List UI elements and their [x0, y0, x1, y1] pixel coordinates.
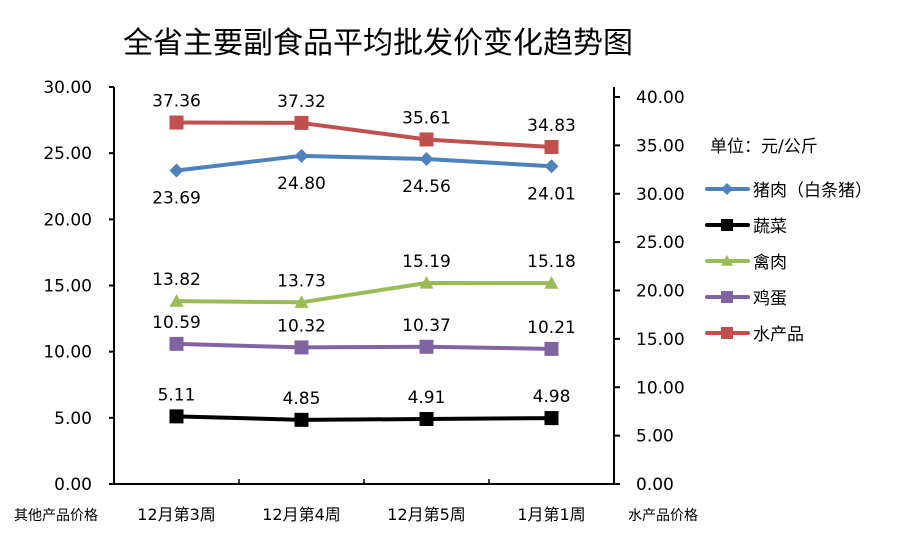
data-point	[294, 295, 309, 308]
series-line	[176, 414, 552, 422]
data-label: 10.59	[152, 313, 201, 333]
series-水产品: 37.36 37.32 35.61 34.83	[152, 92, 576, 155]
data-point	[419, 339, 434, 354]
legend-marker	[721, 219, 733, 231]
x-tick-label: 12月第3周	[137, 505, 216, 524]
data-point	[419, 275, 434, 289]
data-label: 37.36	[152, 92, 201, 112]
data-point	[294, 148, 309, 163]
series-line	[176, 153, 552, 173]
data-label: 10.21	[527, 318, 576, 338]
data-point	[169, 294, 184, 307]
data-label: 24.56	[402, 177, 451, 197]
data-point	[419, 412, 434, 427]
data-label: 13.73	[277, 271, 326, 291]
right-tick-label: 20.00	[636, 282, 685, 302]
data-point	[544, 140, 559, 155]
data-point	[294, 412, 309, 427]
series-line	[176, 341, 552, 351]
legend-marker	[721, 327, 733, 339]
data-point	[169, 409, 184, 424]
legend-item: 水产品	[705, 325, 804, 345]
data-label: 34.83	[527, 116, 576, 136]
data-label: 23.69	[152, 189, 201, 209]
series-禽肉: 13.82 13.73 15.19 15.18	[152, 252, 576, 308]
legend-label: 水产品	[753, 325, 804, 345]
data-label: 15.19	[402, 252, 451, 272]
data-point	[544, 276, 559, 289]
series-猪肉（白条猪）: 23.69 24.80 24.56 24.01	[152, 148, 576, 209]
series-line	[176, 120, 552, 150]
right-tick-label: 15.00	[636, 330, 685, 350]
legend-item: 蔬菜	[705, 217, 787, 237]
data-label: 4.91	[408, 388, 446, 408]
left-axis-label: 其他产品价格	[14, 508, 98, 524]
chart-title: 全省主要副食品平均批发价变化趋势图	[123, 26, 633, 61]
legend-label: 猪肉（白条猪）	[753, 181, 872, 201]
right-tick-label: 25.00	[636, 233, 685, 253]
right-tick-label: 10.00	[636, 378, 685, 398]
data-point	[169, 115, 184, 130]
data-point	[544, 411, 559, 426]
data-label: 5.11	[158, 385, 196, 405]
data-point	[544, 159, 559, 174]
data-point	[169, 163, 184, 178]
right-tick-label: 40.00	[636, 88, 685, 108]
data-label: 24.01	[527, 184, 576, 204]
data-label: 10.32	[277, 316, 326, 336]
x-tick-label: 1月第1周	[517, 505, 585, 524]
data-label: 4.98	[533, 387, 571, 407]
data-point	[294, 340, 309, 355]
left-tick-label: 0.00	[54, 475, 92, 495]
data-point	[294, 115, 309, 130]
legend-item: 鸡蛋	[705, 289, 787, 309]
data-point	[169, 336, 184, 351]
right-tick-label: 0.00	[636, 475, 674, 495]
legend-label: 蔬菜	[753, 217, 787, 237]
data-label: 10.37	[402, 316, 451, 336]
data-label: 35.61	[402, 108, 451, 128]
series-蔬菜: 5.11 4.85 4.91 4.98	[158, 385, 571, 427]
data-label: 24.80	[277, 174, 326, 194]
left-tick-label: 20.00	[43, 210, 92, 230]
left-tick-label: 25.00	[43, 144, 92, 164]
data-label: 37.32	[277, 92, 326, 112]
left-tick-label: 15.00	[43, 277, 92, 297]
data-label: 4.85	[283, 389, 321, 409]
legend-marker	[721, 255, 733, 266]
legend-marker	[721, 183, 733, 195]
legend-label: 禽肉	[753, 253, 787, 273]
unit-label: 单位：元/公斤	[710, 137, 818, 157]
x-tick-label: 12月第4周	[262, 505, 341, 524]
legend-marker	[721, 291, 733, 303]
data-point	[419, 151, 434, 166]
right-tick-label: 35.00	[636, 136, 685, 156]
legend-item: 猪肉（白条猪）	[705, 181, 872, 201]
left-tick-label: 5.00	[54, 409, 92, 429]
left-tick-label: 30.00	[43, 78, 92, 98]
right-tick-label: 5.00	[636, 427, 674, 447]
left-tick-label: 10.00	[43, 343, 92, 363]
x-tick-label: 12月第5周	[387, 505, 466, 524]
legend-item: 禽肉	[705, 253, 787, 273]
data-point	[419, 132, 434, 147]
right-tick-label: 30.00	[636, 185, 685, 205]
legend-label: 鸡蛋	[753, 289, 787, 309]
data-point	[544, 341, 559, 356]
data-label: 13.82	[152, 270, 201, 290]
series-鸡蛋: 10.59 10.32 10.37 10.21	[152, 313, 576, 356]
data-label: 15.18	[527, 252, 576, 272]
right-axis-label: 水产品价格	[628, 508, 698, 524]
series-line	[176, 280, 552, 305]
